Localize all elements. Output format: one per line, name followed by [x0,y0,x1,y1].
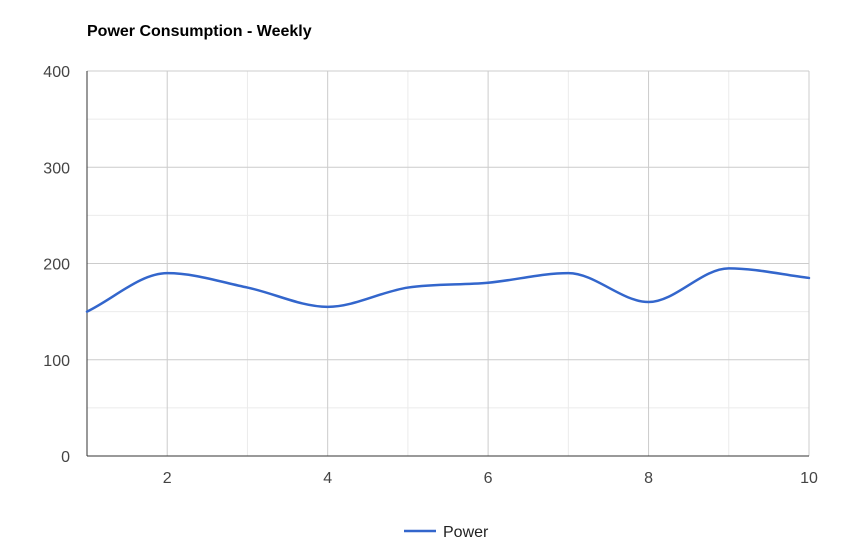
data-point[interactable] [82,307,92,317]
axes [86,71,809,457]
series-layer [82,263,814,317]
x-tick-label: 10 [800,470,818,487]
legend-label: Power [443,524,489,541]
major-gridlines [87,70,810,456]
data-point[interactable] [403,283,413,293]
y-tick-label: 200 [43,257,70,274]
data-point[interactable] [483,278,493,288]
legend[interactable]: Power [404,524,489,541]
x-tick-label: 6 [484,470,493,487]
y-tick-label: 100 [43,353,70,370]
data-point[interactable] [724,263,734,273]
y-tick-label: 300 [43,160,70,177]
x-tick-label: 8 [644,470,653,487]
x-tick-label: 2 [163,470,172,487]
data-point[interactable] [242,283,252,293]
data-point[interactable] [563,268,573,278]
data-point[interactable] [162,268,172,278]
x-tick-label: 4 [323,470,332,487]
y-tick-label: 0 [61,449,70,466]
data-point[interactable] [323,302,333,312]
data-point[interactable] [644,297,654,307]
y-tick-label: 400 [43,64,70,81]
chart-title: Power Consumption - Weekly [87,23,312,40]
series-line-power[interactable] [85,267,811,313]
data-point[interactable] [804,273,814,283]
